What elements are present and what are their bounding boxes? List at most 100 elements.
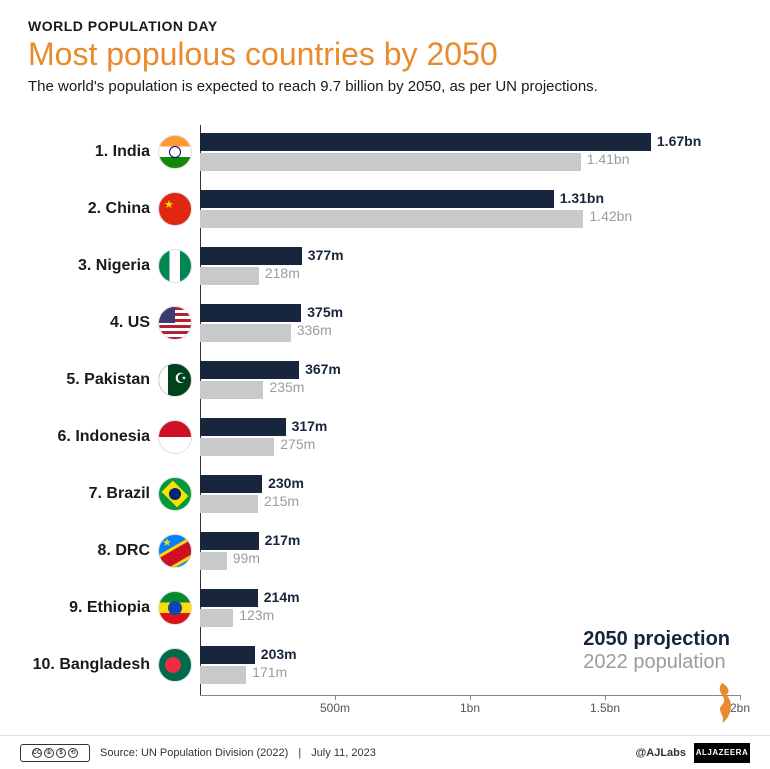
bars-cell: 1.31bn 1.42bn xyxy=(200,182,740,237)
country-label-cell: 8. DRC xyxy=(30,534,200,568)
bars-cell: 230m 215m xyxy=(200,467,740,522)
value-2022: 1.42bn xyxy=(589,208,632,224)
bar-2022 xyxy=(200,381,263,399)
bar-2050 xyxy=(200,190,554,208)
header: WORLD POPULATION DAY Most populous count… xyxy=(0,0,770,105)
bar-2022 xyxy=(200,210,583,228)
footer-handle: @AJLabs xyxy=(636,747,686,759)
footer-sep: | xyxy=(298,747,301,759)
value-2050: 203m xyxy=(261,646,297,662)
country-name: 8. DRC xyxy=(98,542,150,560)
cc-license-icon: CC①$⟲ xyxy=(20,744,90,762)
country-label-cell: 7. Brazil xyxy=(30,477,200,511)
ethiopia-flag-icon xyxy=(158,591,192,625)
value-2022: 218m xyxy=(265,265,300,281)
country-label-cell: 6. Indonesia xyxy=(30,420,200,454)
pakistan-flag-icon xyxy=(158,363,192,397)
value-2050: 217m xyxy=(265,532,301,548)
india-flag-icon xyxy=(158,135,192,169)
value-2022: 215m xyxy=(264,493,299,509)
bar-2022 xyxy=(200,324,291,342)
country-name: 3. Nigeria xyxy=(78,257,150,275)
country-label-cell: 9. Ethiopia xyxy=(30,591,200,625)
bar-2050 xyxy=(200,475,262,493)
country-label-cell: 5. Pakistan xyxy=(30,363,200,397)
country-label-cell: 3. Nigeria xyxy=(30,249,200,283)
brazil-flag-icon xyxy=(158,477,192,511)
table-row: 7. Brazil 230m 215m xyxy=(30,467,740,522)
bar-2022 xyxy=(200,495,258,513)
nigeria-flag-icon xyxy=(158,249,192,283)
bangladesh-flag-icon xyxy=(158,648,192,682)
x-tick: 1.5bn xyxy=(590,701,620,715)
footer: CC①$⟲ Source: UN Population Division (20… xyxy=(0,735,770,769)
x-tick: 1bn xyxy=(460,701,480,715)
value-2050: 375m xyxy=(307,304,343,320)
kicker: WORLD POPULATION DAY xyxy=(28,18,742,34)
table-row: 8. DRC 217m99m xyxy=(30,524,740,579)
country-name: 1. India xyxy=(95,143,150,161)
footer-source: Source: UN Population Division (2022) xyxy=(100,747,288,759)
page-title: Most populous countries by 2050 xyxy=(28,36,742,73)
x-tick: 500m xyxy=(320,701,350,715)
country-name: 6. Indonesia xyxy=(58,428,150,446)
us-flag-icon xyxy=(158,306,192,340)
footer-date: July 11, 2023 xyxy=(311,747,376,759)
country-name: 7. Brazil xyxy=(89,485,150,503)
country-name: 4. US xyxy=(110,314,150,332)
value-2022: 235m xyxy=(269,379,304,395)
aljazeera-wordmark: ALJAZEERA xyxy=(694,743,750,763)
bar-2022 xyxy=(200,267,259,285)
value-2050: 377m xyxy=(308,247,344,263)
bars-cell: 375m 336m xyxy=(200,296,740,351)
bar-2050 xyxy=(200,532,259,550)
value-2050: 230m xyxy=(268,475,304,491)
bars-cell: 317m275m xyxy=(200,410,740,465)
bar-2022 xyxy=(200,609,233,627)
value-2022: 123m xyxy=(239,607,274,623)
bars-cell: 367m235m xyxy=(200,353,740,408)
bar-2022 xyxy=(200,552,227,570)
country-label-cell: 4. US xyxy=(30,306,200,340)
value-2022: 336m xyxy=(297,322,332,338)
bar-2022 xyxy=(200,666,246,684)
country-label-cell: 2. China xyxy=(30,192,200,226)
bars-cell: 1.67bn 1.41bn xyxy=(200,125,740,180)
bar-2050 xyxy=(200,133,651,151)
country-label-cell: 10. Bangladesh xyxy=(30,648,200,682)
aljazeera-logo-icon xyxy=(704,681,740,725)
value-2022: 1.41bn xyxy=(587,151,630,167)
bar-2050 xyxy=(200,247,302,265)
legend-2022: 2022 population xyxy=(583,651,730,674)
country-name: 2. China xyxy=(88,200,150,218)
table-row: 5. Pakistan 367m235m xyxy=(30,353,740,408)
subtitle: The world's population is expected to re… xyxy=(28,77,742,97)
bars-cell: 377m 218m xyxy=(200,239,740,294)
indonesia-flag-icon xyxy=(158,420,192,454)
table-row: 4. US 375m 336m xyxy=(30,296,740,351)
bar-2022 xyxy=(200,153,581,171)
value-2050: 1.31bn xyxy=(560,190,604,206)
table-row: 1. India 1.67bn 1.41bn xyxy=(30,125,740,180)
table-row: 6. Indonesia 317m275m xyxy=(30,410,740,465)
legend: 2050 projection 2022 population xyxy=(583,628,730,674)
bar-2050 xyxy=(200,646,255,664)
footer-right: @AJLabs ALJAZEERA xyxy=(636,743,750,763)
country-label-cell: 1. India xyxy=(30,135,200,169)
chart-rows: 1. India 1.67bn 1.41bn 2. China 1.31bn 1.42bn… xyxy=(30,125,740,695)
bar-2050 xyxy=(200,589,258,607)
bar-2050 xyxy=(200,361,299,379)
value-2022: 171m xyxy=(252,664,287,680)
bars-cell: 217m99m xyxy=(200,524,740,579)
china-flag-icon xyxy=(158,192,192,226)
table-row: 2. China 1.31bn 1.42bn xyxy=(30,182,740,237)
population-bar-chart: 1. India 1.67bn 1.41bn 2. China 1.31bn 1.42bn… xyxy=(30,125,740,705)
value-2050: 1.67bn xyxy=(657,133,701,149)
table-row: 3. Nigeria 377m 218m xyxy=(30,239,740,294)
country-name: 5. Pakistan xyxy=(66,371,150,389)
legend-2050: 2050 projection xyxy=(583,628,730,651)
country-name: 10. Bangladesh xyxy=(33,656,150,674)
value-2050: 317m xyxy=(292,418,328,434)
value-2050: 367m xyxy=(305,361,341,377)
bar-2022 xyxy=(200,438,274,456)
